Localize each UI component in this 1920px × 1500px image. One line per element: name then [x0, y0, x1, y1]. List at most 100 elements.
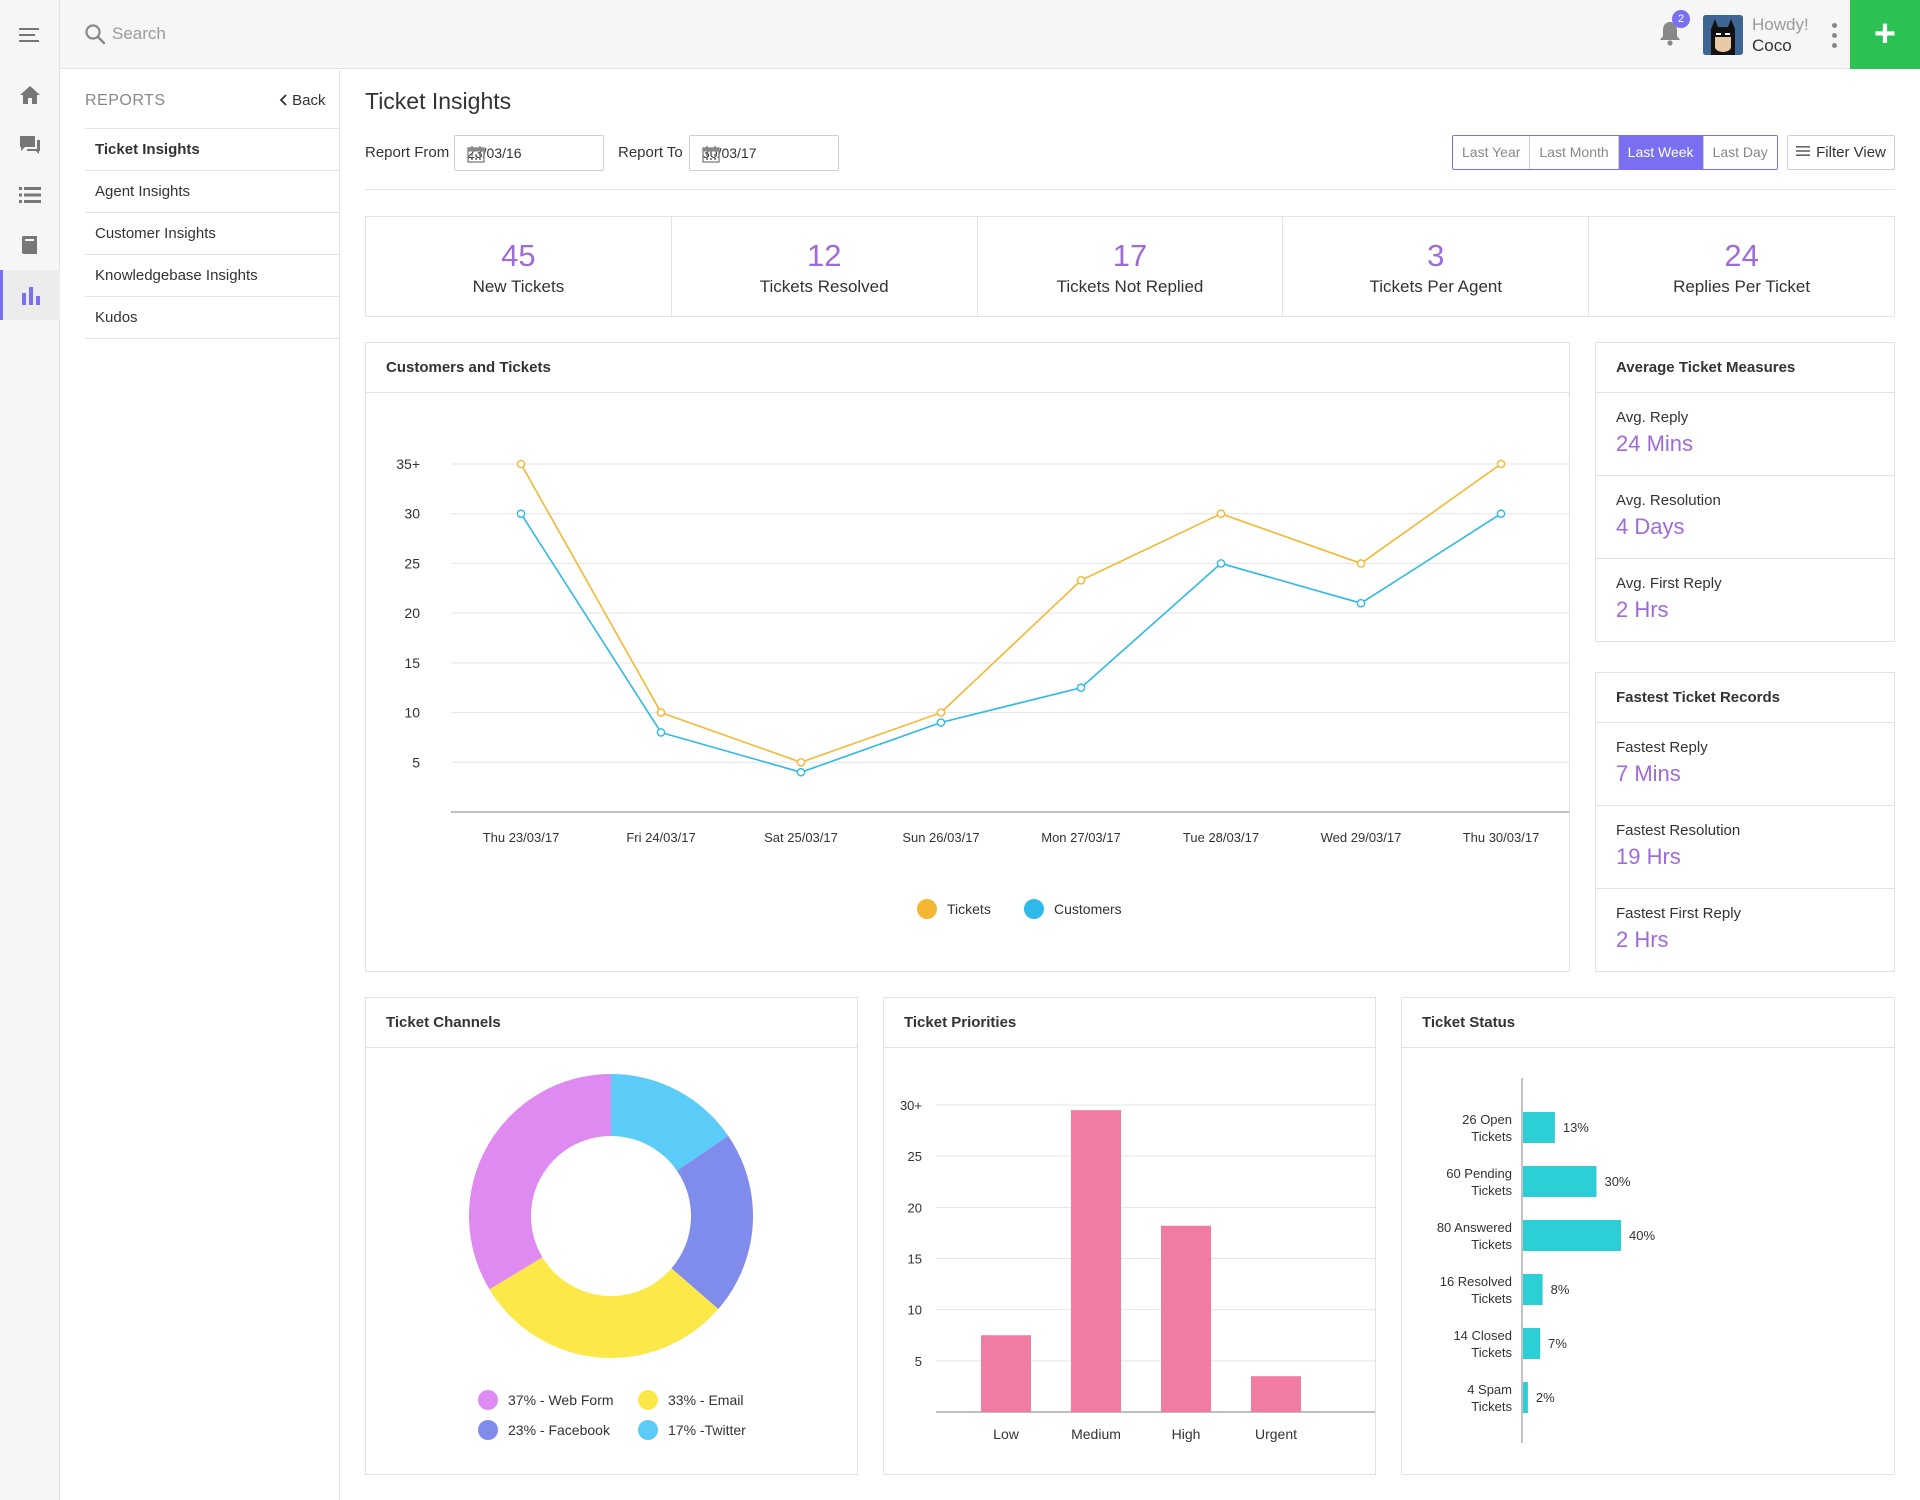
stat-value: 12 [806, 237, 842, 273]
stat-label: New Tickets [472, 276, 565, 296]
x-tick-label: Medium [1071, 1426, 1121, 1442]
ticket-channels-panel: Ticket Channels 37% - Web Form 33% - Emai… [365, 997, 858, 1475]
data-point-tickets [1356, 559, 1366, 568]
calendar-icon[interactable] [702, 145, 830, 166]
data-point-customers [796, 767, 806, 777]
record-fastest-reply: Fastest Reply 7 Mins [1596, 723, 1894, 806]
data-point-customers [1496, 509, 1506, 519]
panel-title: Ticket Status [1402, 998, 1894, 1048]
range-last-week[interactable]: Last Week [1618, 136, 1704, 169]
measure-label: Fastest Reply [1616, 739, 1708, 756]
reports-nav-list: Ticket Insights Agent Insights Customer … [85, 128, 340, 339]
legend-label: 33% - Email [668, 1392, 743, 1408]
bar-low [981, 1335, 1031, 1412]
measure-label: Fastest Resolution [1616, 822, 1741, 839]
notification-bell-icon[interactable] [1655, 18, 1685, 48]
list-icon[interactable] [0, 170, 60, 220]
calendar-icon[interactable] [467, 145, 595, 166]
reports-chart-icon[interactable] [0, 270, 60, 320]
reports-nav-kudos[interactable]: Kudos [85, 297, 340, 339]
measure-value: 19 Hrs [1616, 844, 1681, 869]
measure-avg-reply: Avg. Reply 24 Mins [1596, 393, 1894, 476]
legend-label: 37% - Web Form [508, 1392, 614, 1408]
donut-slice [671, 1135, 753, 1309]
legend-swatch [638, 1420, 658, 1440]
more-options-icon[interactable] [1824, 20, 1844, 50]
y-tick-label: 30 [404, 506, 420, 522]
back-button[interactable]: Back [279, 92, 326, 109]
back-label: Back [292, 92, 326, 109]
measure-value: 2 Hrs [1616, 927, 1669, 952]
report-from-label: Report From [365, 144, 450, 161]
status-bar [1523, 1274, 1543, 1305]
y-tick-label: 16 Resolved [1440, 1274, 1512, 1289]
panel-title: Ticket Priorities [884, 998, 1375, 1048]
data-point-customers [1356, 598, 1366, 608]
reports-nav-agent-insights[interactable]: Agent Insights [85, 171, 340, 213]
avatar[interactable] [1703, 15, 1743, 55]
reports-nav-knowledgebase-insights[interactable]: Knowledgebase Insights [85, 255, 340, 297]
average-measures-panel: Average Ticket Measures Avg. Reply 24 Mi… [1595, 342, 1895, 642]
filter-lines-icon [1796, 144, 1811, 161]
y-tick-label: 80 Answered [1437, 1220, 1512, 1235]
range-last-day[interactable]: Last Day [1703, 136, 1777, 169]
report-to-field[interactable]: 30/03/17 [689, 135, 839, 171]
data-label: 8% [1551, 1282, 1570, 1297]
status-bar [1523, 1166, 1597, 1197]
data-point-customers [936, 718, 946, 727]
report-from-field[interactable]: 23/03/16 [454, 135, 604, 171]
y-tick-label: 25 [404, 555, 420, 571]
bar-urgent [1251, 1376, 1301, 1412]
report-to-label: Report To [618, 144, 683, 161]
y-tick-label: Tickets [1471, 1129, 1512, 1144]
book-icon[interactable] [0, 220, 60, 270]
x-tick-label: Sat 25/03/17 [764, 830, 838, 845]
panel-title: Average Ticket Measures [1596, 343, 1894, 393]
measure-label: Avg. First Reply [1616, 575, 1722, 592]
data-label: 7% [1548, 1336, 1567, 1351]
home-icon[interactable] [0, 70, 60, 120]
legend-swatch [638, 1390, 658, 1410]
stat-value: 45 [501, 237, 536, 273]
x-tick-label: Thu 23/03/17 [483, 830, 560, 845]
measure-label: Fastest First Reply [1616, 905, 1742, 922]
record-fastest-first-reply: Fastest First Reply 2 Hrs [1596, 889, 1894, 972]
menu-icon[interactable] [0, 10, 60, 60]
reports-nav-customer-insights[interactable]: Customer Insights [85, 213, 340, 255]
y-tick-label: 30+ [900, 1098, 922, 1113]
legend-label-customers: Customers [1054, 901, 1122, 917]
y-tick-label: 10 [404, 705, 420, 721]
search-icon [84, 23, 106, 50]
measure-value: 7 Mins [1616, 761, 1681, 786]
conversations-icon[interactable] [0, 120, 60, 170]
y-tick-label: 26 Open [1462, 1112, 1512, 1127]
y-tick-label: Tickets [1471, 1399, 1512, 1414]
reports-nav-ticket-insights[interactable]: Ticket Insights [85, 129, 340, 171]
data-point-customers [516, 509, 526, 519]
date-range-selector: Last Year Last Month Last Week Last Day [1452, 135, 1778, 170]
add-button[interactable]: + [1850, 0, 1920, 69]
stat-value: 3 [1427, 237, 1445, 273]
reports-title: REPORTS [85, 92, 166, 109]
data-point-customers [656, 728, 666, 737]
donut-slice [489, 1257, 719, 1358]
stat-new-tickets: 45 New Tickets [366, 217, 672, 316]
data-point-tickets [516, 459, 526, 469]
filter-view-button[interactable]: Filter View [1787, 135, 1895, 170]
record-fastest-resolution: Fastest Resolution 19 Hrs [1596, 806, 1894, 889]
legend-swatch [478, 1390, 498, 1410]
range-last-month[interactable]: Last Month [1530, 136, 1619, 169]
x-tick-label: Urgent [1255, 1426, 1297, 1442]
data-point-customers [1076, 683, 1086, 693]
legend-label-tickets: Tickets [947, 901, 991, 917]
range-last-year[interactable]: Last Year [1453, 136, 1531, 169]
panel-title: Ticket Channels [366, 998, 857, 1048]
greeting-text: Howdy! [1752, 15, 1809, 34]
data-label: 40% [1629, 1228, 1655, 1243]
y-tick-label: 14 Closed [1453, 1328, 1512, 1343]
ticket-status-panel: Ticket Status 26 Open Tickets 13% 60 Pendin… [1401, 997, 1895, 1475]
y-tick-label: Tickets [1471, 1291, 1512, 1306]
search-input[interactable] [112, 18, 712, 50]
stat-replies-per-ticket: 24 Replies Per Ticket [1589, 217, 1894, 316]
stat-label: Tickets Per Agent [1369, 276, 1503, 296]
